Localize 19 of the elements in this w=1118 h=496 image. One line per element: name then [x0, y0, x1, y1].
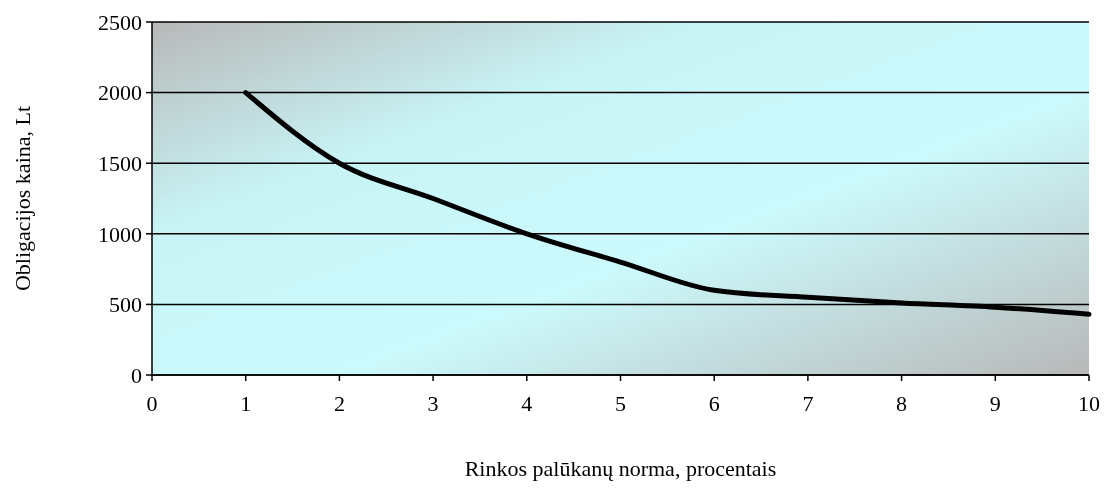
x-tick-label: 3 [427, 391, 439, 416]
y-axis-title: Obligacijos kaina, Lt [10, 105, 35, 292]
x-tick-label: 5 [615, 391, 626, 416]
x-tick-label: 8 [896, 391, 908, 416]
x-tick-label: 1 [240, 391, 252, 416]
x-tick-label: 2 [333, 391, 345, 416]
x-tick-label: 10 [1078, 391, 1100, 416]
y-tick-label: 2500 [98, 9, 142, 35]
x-tick-label: 0 [146, 391, 158, 416]
y-tick-label: 500 [109, 292, 142, 318]
x-tick-label: 7 [802, 391, 814, 416]
y-tick-label: 1500 [98, 150, 142, 176]
y-tick-label: 2000 [98, 80, 142, 106]
x-tick-label: 4 [521, 391, 533, 416]
y-tick-label: 0 [131, 362, 142, 388]
x-axis-title: Rinkos palūkanų norma, procentais [464, 456, 777, 481]
x-tick-label: 6 [708, 391, 720, 416]
x-tick-label: 9 [989, 391, 1001, 416]
y-tick-label: 1000 [98, 221, 142, 247]
